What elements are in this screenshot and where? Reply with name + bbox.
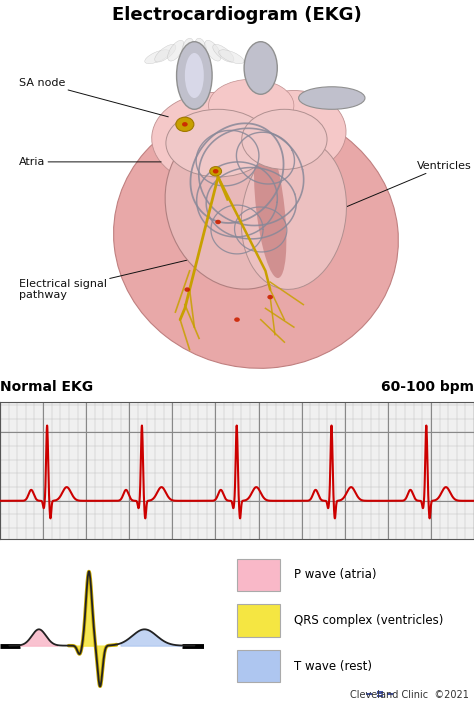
Ellipse shape [165,125,309,289]
Ellipse shape [152,93,284,186]
Ellipse shape [114,106,398,369]
Ellipse shape [299,87,365,110]
Ellipse shape [242,91,346,173]
Ellipse shape [182,38,194,60]
Text: T wave (rest): T wave (rest) [294,660,372,673]
Bar [366,694,373,696]
Text: Electrocardiogram (EKG): Electrocardiogram (EKG) [112,6,362,24]
Ellipse shape [234,317,240,322]
Ellipse shape [254,136,286,278]
Text: Cleveland Clinic  ©2021: Cleveland Clinic ©2021 [350,690,469,701]
Ellipse shape [215,220,221,224]
Bar [387,694,393,696]
Ellipse shape [244,41,277,94]
Ellipse shape [176,41,212,110]
Ellipse shape [219,50,244,64]
Ellipse shape [145,50,170,64]
Text: Normal EKG: Normal EKG [0,380,93,394]
Bar [237,604,280,637]
Text: 60-100 bpm: 60-100 bpm [381,380,474,394]
Ellipse shape [194,38,207,60]
Ellipse shape [210,166,222,176]
Ellipse shape [185,53,204,98]
Bar [237,559,280,591]
Ellipse shape [209,79,294,132]
Ellipse shape [242,110,327,169]
Text: Electrical signal
pathway: Electrical signal pathway [19,260,190,300]
Ellipse shape [241,140,346,289]
Bar [377,696,383,698]
Ellipse shape [267,295,273,299]
Ellipse shape [213,44,234,62]
Bar [237,650,280,682]
Text: P wave (atria): P wave (atria) [294,569,376,581]
Ellipse shape [176,117,194,131]
Text: QRS complex (ventricles): QRS complex (ventricles) [294,614,443,627]
Text: Atria: Atria [19,157,161,167]
Ellipse shape [168,40,184,61]
Ellipse shape [205,40,221,61]
Text: SA node: SA node [19,78,168,117]
Text: Ventricles: Ventricles [346,161,472,207]
Ellipse shape [155,44,176,62]
Ellipse shape [184,287,190,292]
Ellipse shape [182,122,188,126]
Ellipse shape [166,110,270,177]
Bar [377,691,383,694]
Ellipse shape [213,169,219,173]
